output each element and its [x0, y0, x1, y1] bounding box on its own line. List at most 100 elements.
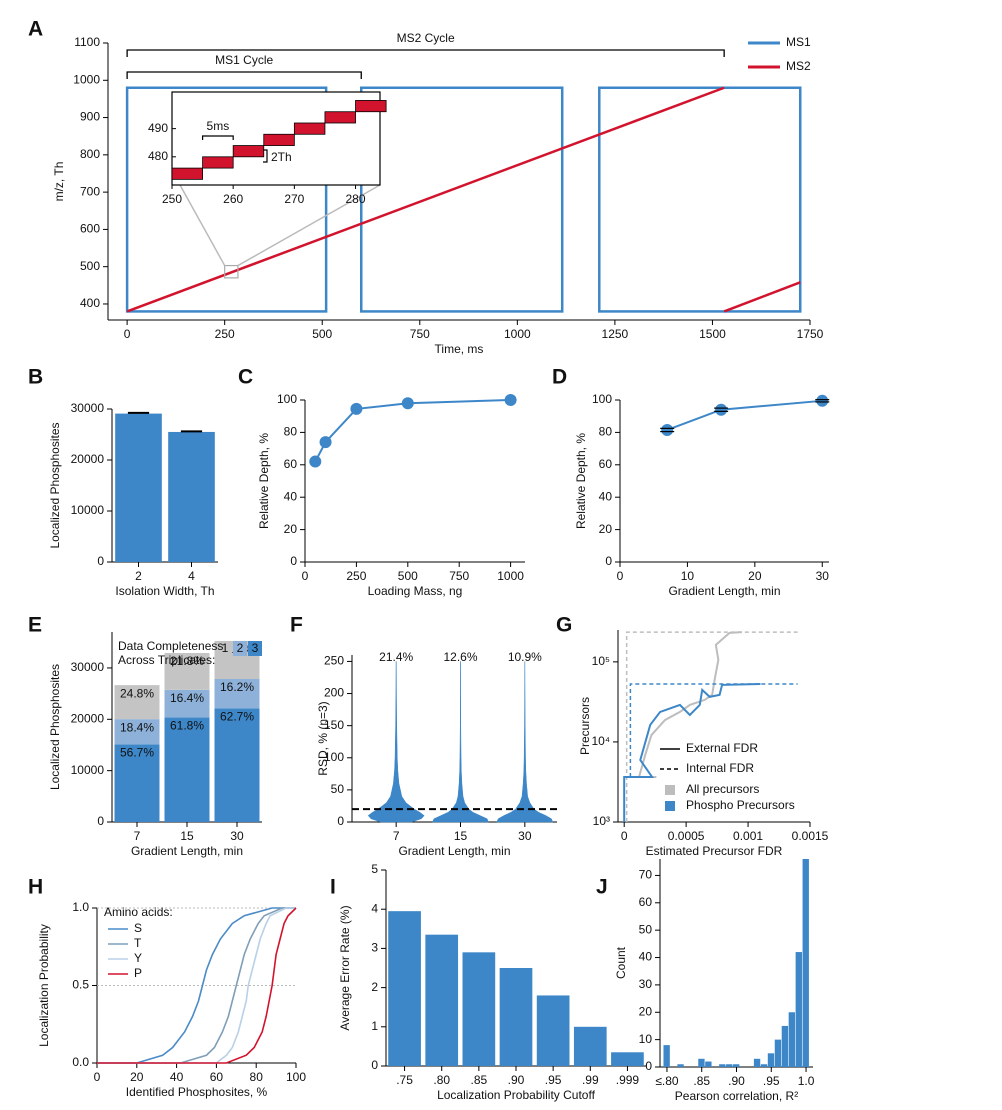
segment-label: 61.8%	[170, 719, 204, 733]
point	[504, 394, 517, 406]
line	[314, 399, 511, 463]
violin	[432, 661, 489, 823]
point	[350, 402, 363, 415]
y-tick-label: 70	[639, 868, 653, 882]
x-tick-label: 0.0005	[668, 829, 705, 843]
isolation-step	[202, 156, 234, 169]
x-tick-label: 10	[681, 569, 695, 583]
y-tick-label: 1100	[74, 35, 100, 49]
x-tick-label: 1750	[797, 327, 824, 341]
y-axis-label: Localization Probability	[37, 924, 51, 1047]
panel-letter: H	[28, 876, 43, 899]
legend-title: Data Completeness	[118, 639, 223, 653]
y-tick-label: 10000	[71, 763, 105, 777]
legend-label: MS1	[786, 35, 811, 49]
panel-letter: D	[552, 366, 567, 389]
line	[637, 631, 742, 778]
x-tick-label: 1250	[602, 327, 629, 341]
inset-y-tick-label: 480	[148, 149, 168, 163]
bar	[388, 911, 421, 1066]
x-axis-label: Localization Probability Cutoff	[437, 1088, 596, 1102]
y-tick-label: 20	[639, 1004, 653, 1018]
histogram-bar	[767, 1053, 775, 1067]
panel-letter: C	[238, 366, 253, 389]
y-tick-label: 100	[592, 392, 612, 406]
x-tick-label: 2	[135, 569, 142, 583]
panel-letter: J	[596, 876, 608, 899]
histogram-bar	[698, 1058, 705, 1067]
legend-swatch	[233, 641, 247, 656]
violin-annotation: 10.9%	[508, 650, 542, 664]
bracket-label: MS1 Cycle	[215, 53, 273, 67]
line	[723, 281, 801, 313]
legend-swatch	[218, 641, 232, 656]
inset-x-tick-label: 280	[346, 192, 366, 206]
zoom-connector	[237, 184, 381, 267]
isolation-step	[324, 111, 356, 124]
y-tick-label: 0	[97, 814, 104, 828]
legend-label: MS2	[786, 59, 811, 73]
legend-label: All precursors	[686, 782, 759, 796]
y-tick-label: 60	[599, 457, 613, 471]
y-tick-label: 1	[371, 1019, 378, 1033]
legend-label: S	[134, 921, 142, 935]
x-tick-label: 30	[230, 829, 244, 843]
panel-letter: I	[330, 876, 336, 899]
x-tick-label: .80	[433, 1073, 450, 1087]
y-tick-label: 80	[284, 425, 298, 439]
bar-segment	[164, 689, 210, 718]
y-axis-label: Localized Phosphosites	[48, 664, 62, 790]
legend-label: 3	[252, 641, 259, 655]
y-tick-label: 100	[277, 392, 297, 406]
legend-label: Internal FDR	[686, 761, 754, 775]
x-tick-label: .99	[582, 1073, 599, 1087]
x-tick-label: 1500	[699, 327, 726, 341]
y-axis-label: Count	[614, 946, 628, 979]
violin	[367, 661, 425, 823]
bar-segment	[164, 717, 210, 822]
scan-window	[125, 86, 328, 313]
segment-label: 24.8%	[120, 686, 154, 700]
inset-x-tick-label: 250	[162, 192, 182, 206]
y-tick-label: 40	[599, 489, 613, 503]
legend-title: Amino acids:	[104, 905, 173, 919]
y-tick-label: 30	[639, 977, 653, 991]
x-tick-label: 0	[94, 1070, 101, 1084]
legend-label: External FDR	[686, 741, 758, 755]
y-tick-label: 60	[284, 457, 298, 471]
segment-label: 62.7%	[220, 710, 254, 724]
x-axis-label: Identified Phosphosites, %	[126, 1085, 268, 1099]
height-label: 2Th	[271, 150, 292, 164]
width-label: 5ms	[207, 119, 230, 133]
x-tick-label: 750	[410, 327, 430, 341]
x-tick-label: 500	[312, 327, 332, 341]
legend-label: T	[134, 936, 142, 950]
histogram-bar	[753, 1058, 761, 1067]
y-tick-label: 30000	[71, 660, 105, 674]
histogram-bar	[760, 1064, 768, 1067]
x-tick-label: .95	[545, 1073, 562, 1087]
y-tick-label: 0	[645, 1059, 652, 1073]
x-axis-label: Gradient Length, min	[398, 844, 510, 858]
x-tick-label: 20	[748, 569, 762, 583]
y-tick-label: 20	[599, 522, 613, 536]
width-bracket	[201, 135, 234, 140]
y-tick-label: 4	[371, 901, 378, 915]
bar	[168, 431, 215, 562]
y-tick-label: 150	[324, 718, 344, 732]
bar-segment	[214, 678, 260, 709]
y-tick-label: 200	[324, 686, 344, 700]
bar-segment	[114, 685, 160, 720]
y-tick-label: 10³	[593, 814, 610, 828]
line	[623, 682, 761, 822]
scan-window	[598, 86, 802, 313]
zoom-connector	[179, 184, 226, 266]
x-tick-label: 0	[617, 569, 624, 583]
bar	[536, 995, 570, 1066]
x-tick-label: 750	[449, 569, 469, 583]
x-tick-label: 0.001	[733, 829, 763, 843]
x-axis-label: Isolation Width, Th	[115, 584, 214, 598]
point	[661, 423, 674, 436]
y-tick-label: 10	[639, 1032, 653, 1046]
x-tick-label: .85	[693, 1074, 710, 1088]
